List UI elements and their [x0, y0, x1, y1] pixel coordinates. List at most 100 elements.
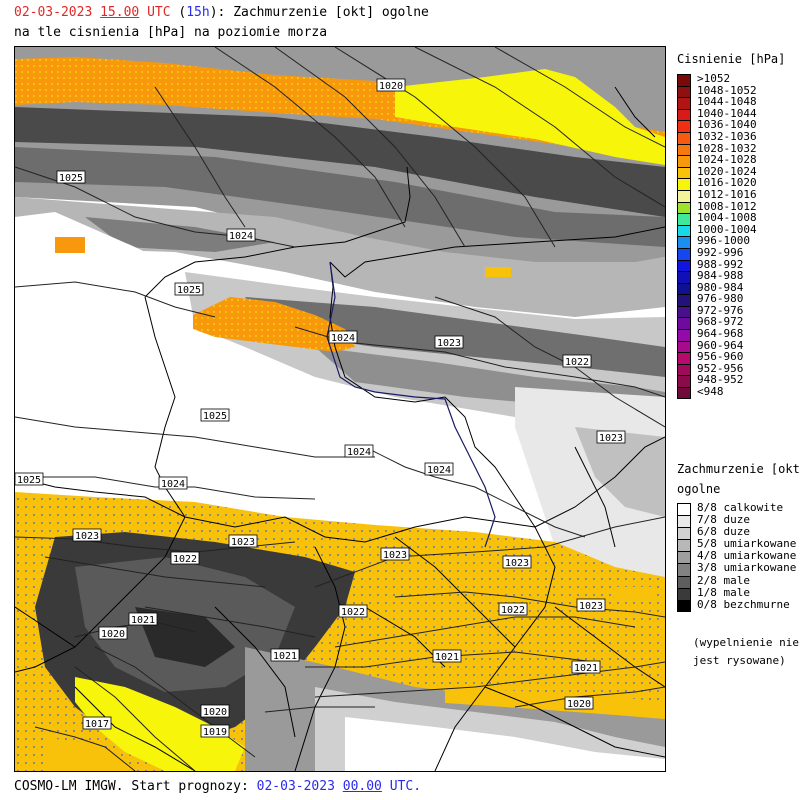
- pressure-legend-swatch: [677, 178, 691, 190]
- pressure-legend-swatch: [677, 375, 691, 388]
- svg-text:1021: 1021: [435, 652, 459, 663]
- pressure-legend-swatch: [677, 155, 691, 167]
- svg-text:1017: 1017: [85, 719, 109, 730]
- isobar-label: 1020: [98, 626, 128, 640]
- pressure-legend-swatch: [677, 329, 691, 341]
- isobar-label: 1022: [170, 551, 200, 565]
- pressure-legend-swatch: [677, 282, 691, 295]
- pressure-legend-label: 1024-1028: [697, 153, 757, 167]
- forecast-start-footer: COSMO-LM IMGW. Start prognozy: 02-03-202…: [14, 779, 421, 794]
- pressure-legend-label: >1052: [697, 72, 731, 85]
- isobar-label: 1025: [15, 472, 44, 486]
- pressure-legend-label: 992-996: [697, 245, 744, 259]
- pressure-legend-label: 960-964: [697, 338, 744, 352]
- pressure-legend-swatch: [677, 271, 691, 283]
- cloud-legend-swatch: [677, 551, 691, 564]
- cloud-legend-subtitle: ogolne: [677, 482, 721, 496]
- svg-text:1025: 1025: [203, 411, 227, 422]
- pressure-legend-swatch: [677, 120, 691, 132]
- cloud-legend-swatch: [677, 515, 691, 528]
- svg-text:1023: 1023: [437, 338, 461, 349]
- cloud-legend-note-2: jest rysowane): [693, 654, 786, 667]
- isobar-label: 1023: [380, 547, 410, 561]
- pressure-legend-swatch: [677, 166, 691, 179]
- isobar-label: 1025: [56, 170, 86, 184]
- pressure-legend-label: 972-976: [697, 303, 744, 317]
- cloud-legend-label: 2/8 male: [697, 573, 750, 587]
- pressure-legend-swatch: [677, 201, 691, 214]
- svg-text:1025: 1025: [177, 285, 201, 296]
- pressure-legend-label: 968-972: [697, 315, 744, 329]
- cloud-legend-swatch: [677, 563, 691, 576]
- cloud-legend-label: 1/8 male: [697, 585, 750, 599]
- svg-text:1020: 1020: [203, 707, 227, 718]
- cloud-cover-field: [15, 47, 665, 771]
- pressure-legend-swatch: [677, 74, 691, 86]
- isobar-label: 1024: [424, 462, 454, 476]
- svg-text:1023: 1023: [231, 537, 255, 548]
- forecast-timezone: UTC: [147, 5, 171, 20]
- svg-text:1024: 1024: [427, 465, 451, 476]
- isobar-label: 1020: [564, 696, 594, 710]
- pressure-legend-label: 996-1000: [697, 234, 750, 248]
- pressure-legend-swatch: [677, 294, 691, 306]
- footer-date: 02-03-2023: [256, 779, 335, 794]
- pressure-legend-label: 1040-1044: [697, 106, 757, 120]
- isobar-label: 1023: [502, 555, 532, 569]
- forecast-map-svg: 1020 1025 1024 1025 1024 1023 1022 1025 …: [15, 47, 665, 771]
- chart-title-text: Zachmurzenie [okt] ogolne: [233, 5, 429, 20]
- cloud-legend-swatch: [677, 587, 691, 600]
- isobar-label: 1020: [376, 78, 406, 92]
- pressure-legend-swatch: [677, 236, 691, 248]
- pressure-legend-swatch: [677, 224, 691, 237]
- svg-text:1024: 1024: [161, 479, 185, 490]
- pressure-legend-label: 1032-1036: [697, 129, 757, 143]
- pressure-legend-swatch: [677, 247, 691, 260]
- isobar-label: 1019: [200, 724, 230, 738]
- svg-text:1025: 1025: [17, 475, 41, 486]
- isobar-label: 1022: [338, 604, 368, 618]
- svg-text:1022: 1022: [341, 607, 365, 618]
- isobar-label: 1021: [432, 649, 462, 663]
- isobar-label: 1022: [562, 354, 592, 368]
- pressure-legend-swatch: [677, 317, 691, 330]
- footer-time: 00.00: [342, 779, 382, 794]
- pressure-legend-title: Cisnienie [hPa]: [677, 52, 786, 66]
- pressure-legend-swatch: [677, 213, 691, 225]
- svg-text:1022: 1022: [173, 554, 197, 565]
- pressure-legend-label: 956-960: [697, 350, 744, 364]
- isobar-label: 1021: [128, 612, 158, 626]
- isobar-label: 1024: [226, 228, 256, 242]
- pressure-legend-swatch: [677, 189, 691, 202]
- pressure-legend-label: 952-956: [697, 361, 744, 375]
- cloud-legend-swatch: [677, 599, 691, 612]
- svg-text:1020: 1020: [101, 629, 125, 640]
- forecast-lead: 15h: [186, 5, 210, 20]
- isobar-label: 1017: [82, 716, 112, 730]
- svg-text:1019: 1019: [203, 727, 227, 738]
- pressure-legend-swatch: [677, 387, 691, 399]
- pressure-legend-swatch: [677, 352, 691, 364]
- pressure-legend-label: 1020-1024: [697, 164, 757, 178]
- cloud-legend-label: 7/8 duze: [697, 513, 750, 527]
- svg-text:1023: 1023: [579, 601, 603, 612]
- isobar-label: 1020: [200, 704, 230, 718]
- pressure-legend-swatch: [677, 131, 691, 144]
- chart-title-line-2: na tle cisnienia [hPa] na poziomie morza: [14, 25, 328, 40]
- pressure-legend-label: 1012-1016: [697, 187, 757, 201]
- svg-text:1022: 1022: [565, 357, 589, 368]
- cloud-legend-title: Zachmurzenie [okt]: [677, 462, 800, 476]
- pressure-legend-label: 980-984: [697, 280, 744, 294]
- pressure-legend-swatch: [677, 305, 691, 318]
- svg-text:1023: 1023: [505, 558, 529, 569]
- cloud-legend-swatch: [677, 527, 691, 540]
- pressure-legend-label: 976-980: [697, 292, 744, 306]
- pressure-legend-label: 984-988: [697, 269, 744, 283]
- svg-text:1021: 1021: [273, 651, 297, 662]
- isobar-label: 1023: [576, 598, 606, 612]
- isobar-label: 1025: [200, 408, 230, 422]
- cloud-legend-label: 4/8 umiarkowane: [697, 549, 797, 563]
- isobar-label: 1021: [571, 660, 601, 674]
- cloud-legend-label: 0/8 bezchmurne: [697, 597, 790, 611]
- svg-text:1021: 1021: [574, 663, 598, 674]
